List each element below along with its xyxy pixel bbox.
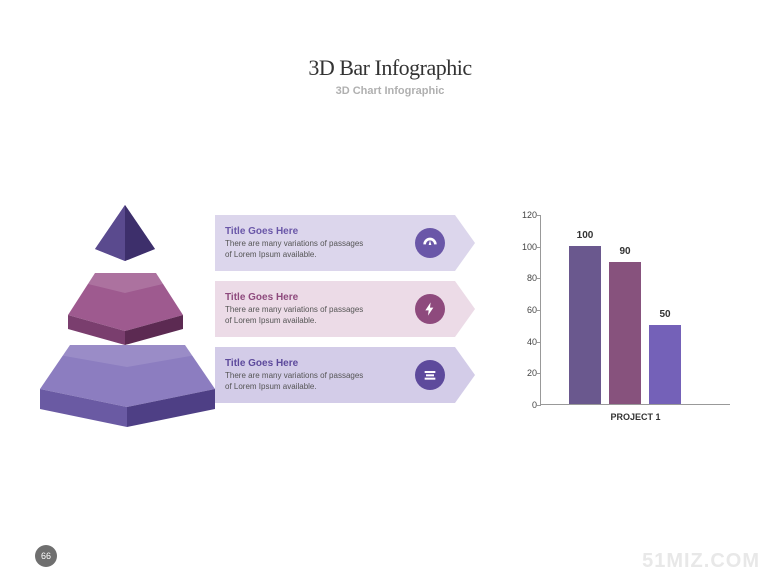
banner-text: Title Goes Here There are many variation… bbox=[215, 226, 415, 260]
banner-arrow bbox=[455, 347, 475, 403]
page-number: 66 bbox=[41, 551, 51, 561]
banner-body: There are many variations of passages of… bbox=[225, 239, 365, 260]
banner-body: There are many variations of passages of… bbox=[225, 305, 365, 326]
chart-ytick-mark bbox=[537, 310, 541, 311]
page-number-badge: 66 bbox=[35, 545, 57, 567]
chart-ytick-mark bbox=[537, 373, 541, 374]
watermark: 51MIZ.COM bbox=[642, 550, 760, 573]
page-title: 3D Bar Infographic bbox=[0, 55, 780, 81]
chart-ytick-mark bbox=[537, 278, 541, 279]
banner-item: Title Goes Here There are many variation… bbox=[215, 215, 475, 271]
chart-ytick-label: 40 bbox=[513, 337, 537, 347]
banner-arrow bbox=[455, 281, 475, 337]
chart-ytick-label: 120 bbox=[513, 210, 537, 220]
chart-bar-label: 100 bbox=[569, 230, 601, 241]
bolt-icon bbox=[415, 294, 445, 324]
banner-title: Title Goes Here bbox=[225, 358, 365, 369]
banner-text: Title Goes Here There are many variation… bbox=[215, 292, 415, 326]
pyramid-segment-top bbox=[95, 205, 155, 265]
banner-text: Title Goes Here There are many variation… bbox=[215, 358, 415, 392]
pyramid bbox=[40, 215, 215, 445]
chart-bar: 90 bbox=[609, 262, 641, 405]
bar-chart: 1009050 PROJECT 1 020406080100120 bbox=[510, 215, 740, 445]
chart-ytick-label: 0 bbox=[513, 400, 537, 410]
content-row: Title Goes Here There are many variation… bbox=[40, 215, 740, 445]
banner-item: Title Goes Here There are many variation… bbox=[215, 347, 475, 403]
pyramid-segment-bottom bbox=[40, 345, 215, 427]
banner-title: Title Goes Here bbox=[225, 226, 365, 237]
banner-arrow bbox=[455, 215, 475, 271]
chart-bar-label: 50 bbox=[649, 309, 681, 320]
chart-ytick-mark bbox=[537, 342, 541, 343]
banner-item: Title Goes Here There are many variation… bbox=[215, 281, 475, 337]
chart-ytick-mark bbox=[537, 215, 541, 216]
banner-list: Title Goes Here There are many variation… bbox=[215, 215, 475, 445]
chart-plot-area: 1009050 PROJECT 1 020406080100120 bbox=[540, 215, 730, 405]
chart-bar: 100 bbox=[569, 246, 601, 404]
chart-xlabel: PROJECT 1 bbox=[541, 412, 730, 422]
bar-group: 1009050 bbox=[569, 246, 681, 404]
gauge-icon bbox=[415, 228, 445, 258]
chart-bar-label: 90 bbox=[609, 246, 641, 257]
chart-ytick-label: 60 bbox=[513, 305, 537, 315]
chart-ytick-label: 100 bbox=[513, 242, 537, 252]
page-subtitle: 3D Chart Infographic bbox=[0, 85, 780, 97]
chart-ytick-mark bbox=[537, 405, 541, 406]
header: 3D Bar Infographic 3D Chart Infographic bbox=[0, 0, 780, 97]
chart-ytick-label: 80 bbox=[513, 273, 537, 283]
chart-ytick-label: 20 bbox=[513, 368, 537, 378]
chart-ytick-mark bbox=[537, 247, 541, 248]
banner-title: Title Goes Here bbox=[225, 292, 365, 303]
pyramid-segment-middle bbox=[68, 273, 183, 345]
chart-bar: 50 bbox=[649, 325, 681, 404]
lines-icon bbox=[415, 360, 445, 390]
banner-body: There are many variations of passages of… bbox=[225, 371, 365, 392]
